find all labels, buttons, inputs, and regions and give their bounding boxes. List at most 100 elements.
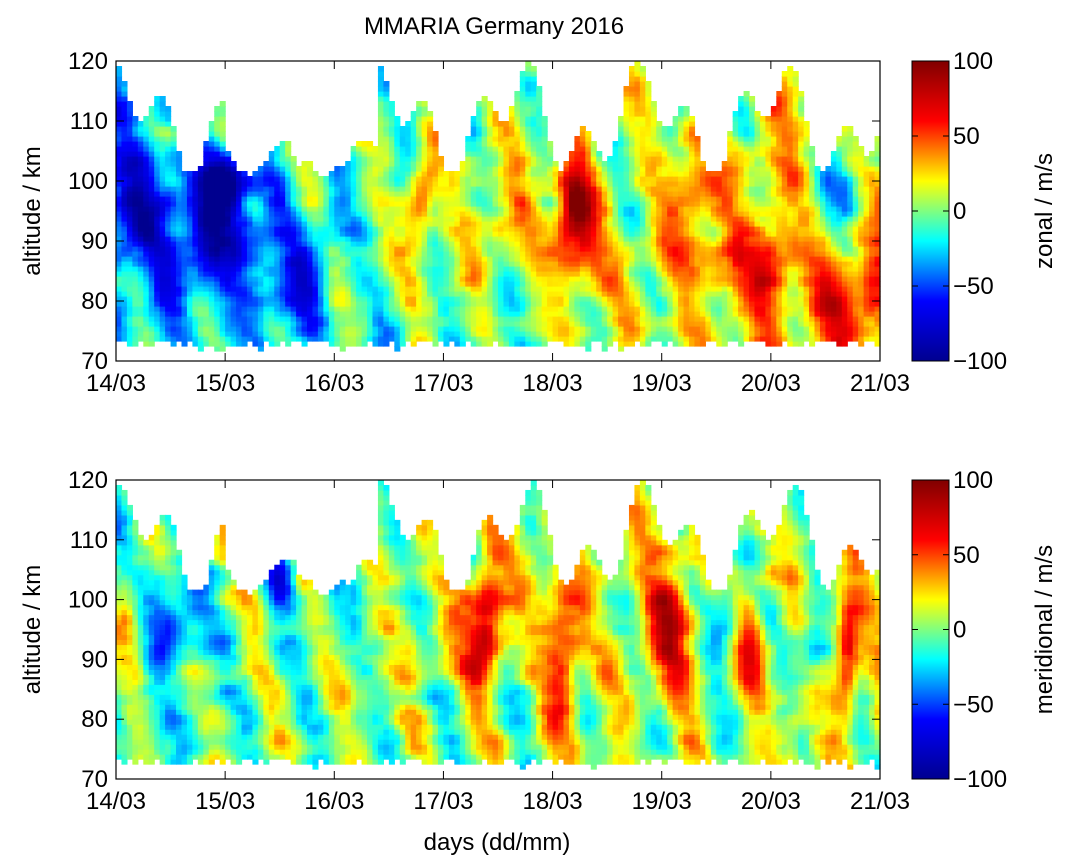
- heatmap-cell: [154, 161, 161, 167]
- heatmap-cell: [601, 236, 608, 242]
- heatmap-cell: [716, 186, 723, 192]
- heatmap-cell: [689, 306, 696, 312]
- heatmap-cell: [143, 341, 150, 347]
- heatmap-cell: [492, 171, 499, 177]
- heatmap-cell: [514, 221, 521, 227]
- heatmap-cell: [634, 261, 641, 267]
- heatmap-cell: [721, 161, 728, 167]
- heatmap-cell: [634, 236, 641, 242]
- heatmap-cell: [116, 166, 123, 172]
- heatmap-cell: [650, 161, 657, 167]
- heatmap-cell: [645, 331, 652, 337]
- heatmap-cell: [208, 176, 215, 182]
- heatmap-cell: [541, 306, 548, 312]
- heatmap-cell: [623, 196, 630, 202]
- heatmap-cell: [328, 256, 335, 262]
- heatmap-cell: [219, 236, 226, 242]
- heatmap-cell: [427, 186, 434, 192]
- heatmap-cell: [525, 336, 532, 342]
- heatmap-cell: [656, 176, 663, 182]
- heatmap-cell: [263, 216, 270, 222]
- heatmap-cell: [519, 256, 526, 262]
- heatmap-cell: [519, 286, 526, 292]
- heatmap-cell: [579, 251, 586, 257]
- heatmap-cell: [230, 246, 237, 252]
- heatmap-cell: [639, 291, 646, 297]
- heatmap-cell: [432, 261, 439, 267]
- heatmap-cell: [574, 211, 581, 217]
- heatmap-cell: [601, 326, 608, 332]
- heatmap-cell: [689, 146, 696, 152]
- heatmap-cell: [159, 206, 166, 212]
- heatmap-cell: [508, 156, 515, 162]
- heatmap-cell: [481, 206, 488, 212]
- heatmap-cell: [628, 91, 636, 97]
- heatmap-cell: [574, 291, 581, 297]
- heatmap-cell: [350, 276, 357, 282]
- heatmap-cell: [634, 101, 641, 107]
- heatmap-cell: [367, 286, 374, 292]
- heatmap-cell: [165, 166, 172, 172]
- heatmap-cell: [661, 296, 668, 302]
- heatmap-cell: [579, 326, 586, 332]
- heatmap-cell: [328, 251, 335, 257]
- heatmap-cell: [727, 226, 734, 232]
- heatmap-cell: [317, 216, 324, 222]
- heatmap-cell: [143, 266, 150, 272]
- heatmap-cell: [585, 181, 592, 187]
- heatmap-cell: [459, 211, 466, 217]
- heatmap-cell: [732, 256, 739, 262]
- heatmap-cell: [628, 96, 636, 102]
- heatmap-cell: [487, 306, 494, 312]
- heatmap-cell: [301, 256, 308, 262]
- heatmap-cell: [743, 336, 750, 342]
- heatmap-cell: [334, 261, 341, 267]
- heatmap-cell: [612, 331, 619, 337]
- heatmap-cell: [252, 216, 259, 222]
- heatmap-cell: [678, 186, 685, 192]
- heatmap-cell: [618, 321, 625, 327]
- heatmap-cell: [290, 251, 297, 257]
- heatmap-cell: [465, 326, 472, 332]
- heatmap-cell: [628, 106, 636, 112]
- heatmap-cell: [699, 246, 706, 252]
- heatmap-cell: [585, 176, 592, 182]
- heatmap-cell: [579, 131, 586, 137]
- heatmap-cell: [410, 286, 417, 292]
- heatmap-cell: [618, 121, 625, 127]
- heatmap-cell: [503, 236, 510, 242]
- heatmap-cell: [552, 251, 559, 257]
- heatmap-cell: [203, 151, 210, 157]
- heatmap-cell: [661, 136, 668, 142]
- heatmap-cell: [252, 171, 259, 177]
- heatmap-cell: [530, 131, 537, 137]
- heatmap-cell: [492, 256, 499, 262]
- heatmap-cell: [246, 271, 254, 277]
- heatmap-cell: [732, 131, 739, 137]
- heatmap-cell: [203, 241, 210, 247]
- heatmap-cell: [487, 251, 494, 257]
- heatmap-cell: [388, 136, 395, 142]
- heatmap-cell: [350, 246, 357, 252]
- heatmap-cell: [241, 236, 248, 242]
- heatmap-cell: [481, 306, 488, 312]
- heatmap-cell: [558, 176, 565, 182]
- heatmap-cell: [465, 166, 472, 172]
- heatmap-cell: [487, 206, 494, 212]
- heatmap-cell: [590, 141, 597, 147]
- heatmap-cell: [176, 286, 183, 292]
- heatmap-cell: [738, 276, 745, 282]
- heatmap-cell: [121, 256, 128, 262]
- heatmap-cell: [628, 201, 636, 207]
- heatmap-cell: [639, 146, 646, 152]
- heatmap-cell: [285, 241, 292, 247]
- heatmap-cell: [388, 166, 395, 172]
- heatmap-cell: [116, 161, 123, 167]
- heatmap-cell: [421, 136, 428, 142]
- heatmap-cell: [705, 196, 712, 202]
- heatmap-cell: [618, 191, 625, 197]
- heatmap-cell: [432, 216, 439, 222]
- heatmap-cell: [361, 156, 368, 162]
- heatmap-cell: [285, 186, 292, 192]
- heatmap-cell: [148, 251, 155, 257]
